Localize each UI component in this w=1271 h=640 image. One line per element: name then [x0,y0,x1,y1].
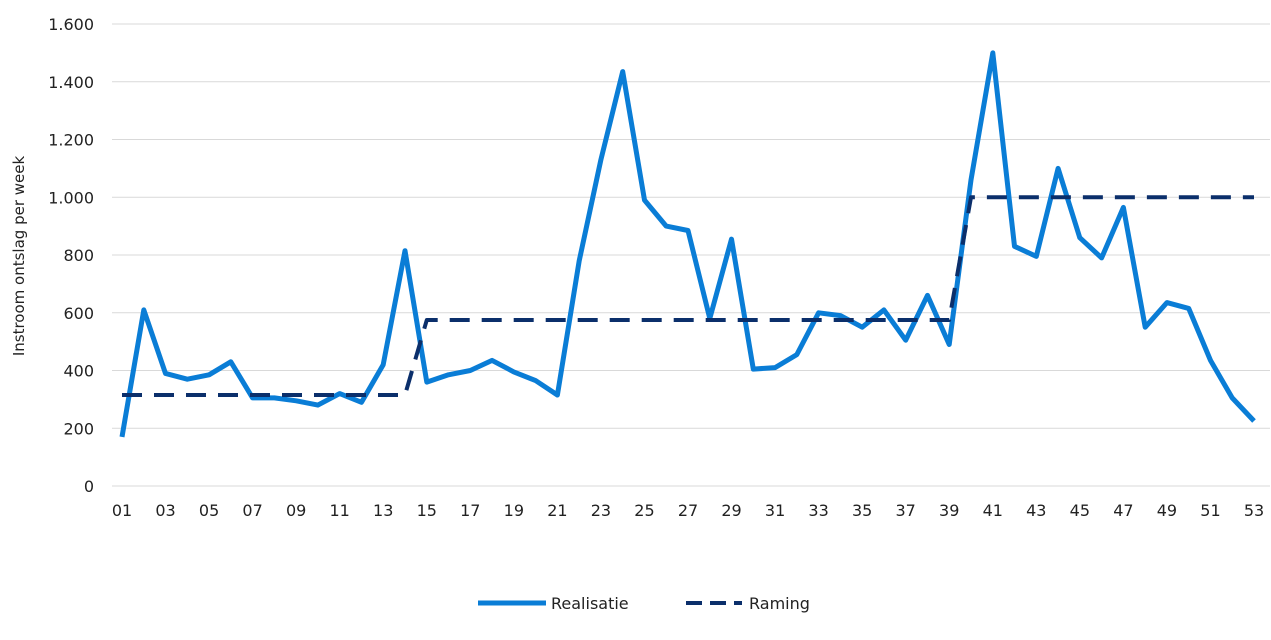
x-tick-label: 53 [1244,501,1264,520]
series-line-raming [122,195,1254,397]
x-tick-label: 47 [1113,501,1133,520]
legend-label-raming: Raming [749,594,810,613]
x-tick-label: 43 [1026,501,1046,520]
x-tick-label: 19 [504,501,524,520]
legend-label-realisatie: Realisatie [551,594,629,613]
y-tick-label: 1.200 [48,131,94,150]
x-tick-label: 27 [678,501,698,520]
x-tick-label: 17 [460,501,480,520]
y-axis-title: Instroom ontslag per week [10,156,28,357]
x-tick-label: 33 [808,501,828,520]
legend: Realisatie Raming [478,594,810,613]
x-tick-label: 41 [983,501,1003,520]
x-tick-label: 45 [1070,501,1090,520]
x-tick-label: 23 [591,501,611,520]
x-tick-label: 01 [112,501,132,520]
x-tick-label: 15 [417,501,437,520]
gridlines [112,23,1270,487]
y-tick-label: 1.600 [48,15,94,34]
x-tick-label: 25 [634,501,654,520]
x-tick-label: 29 [721,501,741,520]
x-tick-label: 11 [330,501,350,520]
x-axis-ticks: 01 03 05 07 09 11 13 15 17 19 21 23 25 27 29 31 33 35 37 39… [112,501,1264,520]
x-tick-label: 13 [373,501,393,520]
series-lines [119,50,1256,438]
y-tick-label: 200 [63,419,94,438]
y-axis-ticks: 0 200 400 600 800 1.000 1.200 1.400 1.600 [48,15,94,496]
y-tick-label: 1.000 [48,188,94,207]
x-tick-label: 03 [155,501,175,520]
x-tick-label: 05 [199,501,219,520]
y-tick-label: 400 [63,362,94,381]
y-tick-label: 600 [63,304,94,323]
x-tick-label: 49 [1157,501,1177,520]
x-tick-label: 35 [852,501,872,520]
x-tick-label: 07 [242,501,262,520]
x-tick-label: 09 [286,501,306,520]
x-tick-label: 51 [1200,501,1220,520]
x-tick-label: 37 [896,501,916,520]
y-tick-label: 0 [84,477,94,496]
x-tick-label: 31 [765,501,785,520]
x-tick-label: 39 [939,501,959,520]
y-tick-label: 1.400 [48,73,94,92]
x-tick-label: 21 [547,501,567,520]
series-line-realisatie [119,50,1256,438]
y-tick-label: 800 [63,246,94,265]
